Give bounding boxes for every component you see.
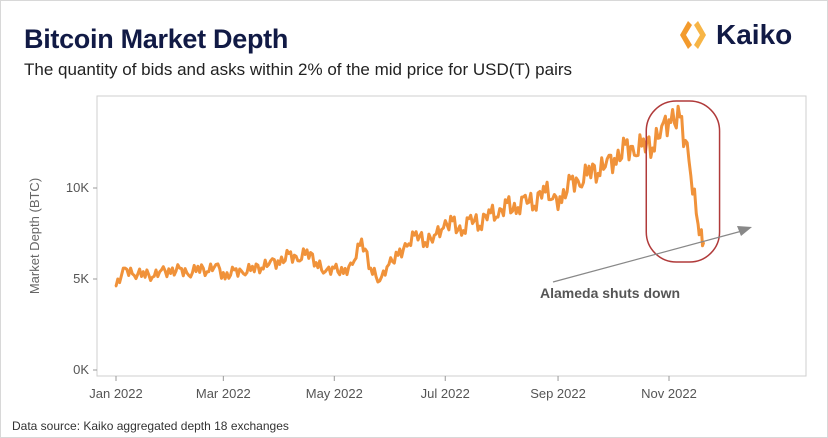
y-tick-label: 10K [66, 180, 89, 195]
annotation-arrowhead [737, 226, 752, 236]
data-point [114, 285, 118, 288]
data-point [360, 237, 363, 241]
y-tick-label: 0K [73, 362, 89, 377]
data-point [533, 205, 536, 208]
data-point [460, 234, 463, 237]
data-point [123, 266, 127, 270]
data-point [451, 219, 454, 222]
kaiko-logo-text: Kaiko [716, 19, 793, 50]
data-point [151, 275, 154, 279]
kaiko-logo-icon [680, 21, 706, 49]
kaiko-logo: Kaiko [676, 18, 792, 52]
data-point [160, 268, 163, 272]
data-point [378, 279, 381, 283]
data-point [505, 201, 509, 204]
data-point [287, 252, 291, 255]
data-point [351, 263, 354, 266]
x-tick-label: Sep 2022 [530, 386, 586, 401]
annotation-arrow [552, 230, 743, 283]
data-point [233, 268, 236, 272]
data-point [414, 230, 418, 233]
data-point [660, 124, 663, 128]
y-tick-label: 5K [73, 271, 89, 286]
data-point [314, 261, 318, 264]
data-point [542, 184, 545, 188]
data-point [605, 157, 609, 161]
data-point [524, 194, 527, 197]
data-source: Data source: Kaiko aggregated depth 18 e… [12, 419, 289, 433]
data-point [214, 263, 218, 266]
data-point [442, 226, 445, 230]
data-point [323, 270, 327, 273]
data-point [333, 266, 336, 270]
data-point [405, 245, 409, 248]
data-point [342, 272, 345, 275]
chart-subtitle: The quantity of bids and asks within 2% … [24, 60, 573, 79]
data-point [596, 172, 600, 175]
data-point [433, 234, 436, 237]
data-point [487, 208, 491, 212]
data-point [551, 197, 554, 201]
data-point [178, 266, 181, 270]
x-tick-label: Jan 2022 [89, 386, 143, 401]
data-point [651, 146, 654, 150]
y-axis-label: Market Depth (BTC) [27, 178, 42, 294]
x-tick-label: May 2022 [306, 386, 363, 401]
highlight-box [645, 100, 721, 263]
data-point [196, 265, 200, 268]
data-point [669, 121, 673, 124]
data-point [569, 177, 572, 181]
data-point [624, 143, 627, 146]
annotation-label: Alameda shuts down [540, 285, 680, 301]
data-point [578, 184, 582, 188]
data-point [678, 115, 682, 119]
data-point [269, 259, 272, 262]
data-point [205, 270, 209, 273]
data-point [687, 159, 691, 162]
data-point [560, 201, 563, 204]
data-point [514, 212, 518, 215]
data-point [132, 274, 136, 277]
data-point [260, 266, 263, 270]
x-tick-label: Mar 2022 [196, 386, 251, 401]
data-point [278, 263, 281, 266]
data-point [642, 137, 645, 141]
data-point [305, 248, 309, 252]
data-point [424, 241, 427, 244]
data-point [469, 214, 472, 217]
chart-title: Bitcoin Market Depth [24, 24, 289, 54]
data-point [387, 263, 391, 266]
data-point [496, 215, 500, 219]
data-point [296, 259, 300, 262]
data-point [187, 274, 190, 277]
x-tick-label: Nov 2022 [641, 386, 697, 401]
data-point [169, 272, 172, 275]
data-point [587, 164, 591, 168]
data-point [142, 270, 145, 273]
data-point [615, 163, 618, 166]
data-point [696, 223, 700, 226]
data-point [478, 225, 482, 228]
data-point [633, 154, 636, 157]
data-point [223, 277, 227, 281]
data-point [242, 272, 245, 275]
plot-area [96, 95, 807, 377]
data-point [251, 265, 254, 268]
series-line [114, 104, 706, 287]
data-point [396, 254, 400, 257]
data-point [369, 266, 372, 270]
x-tick-label: Jul 2022 [421, 386, 470, 401]
